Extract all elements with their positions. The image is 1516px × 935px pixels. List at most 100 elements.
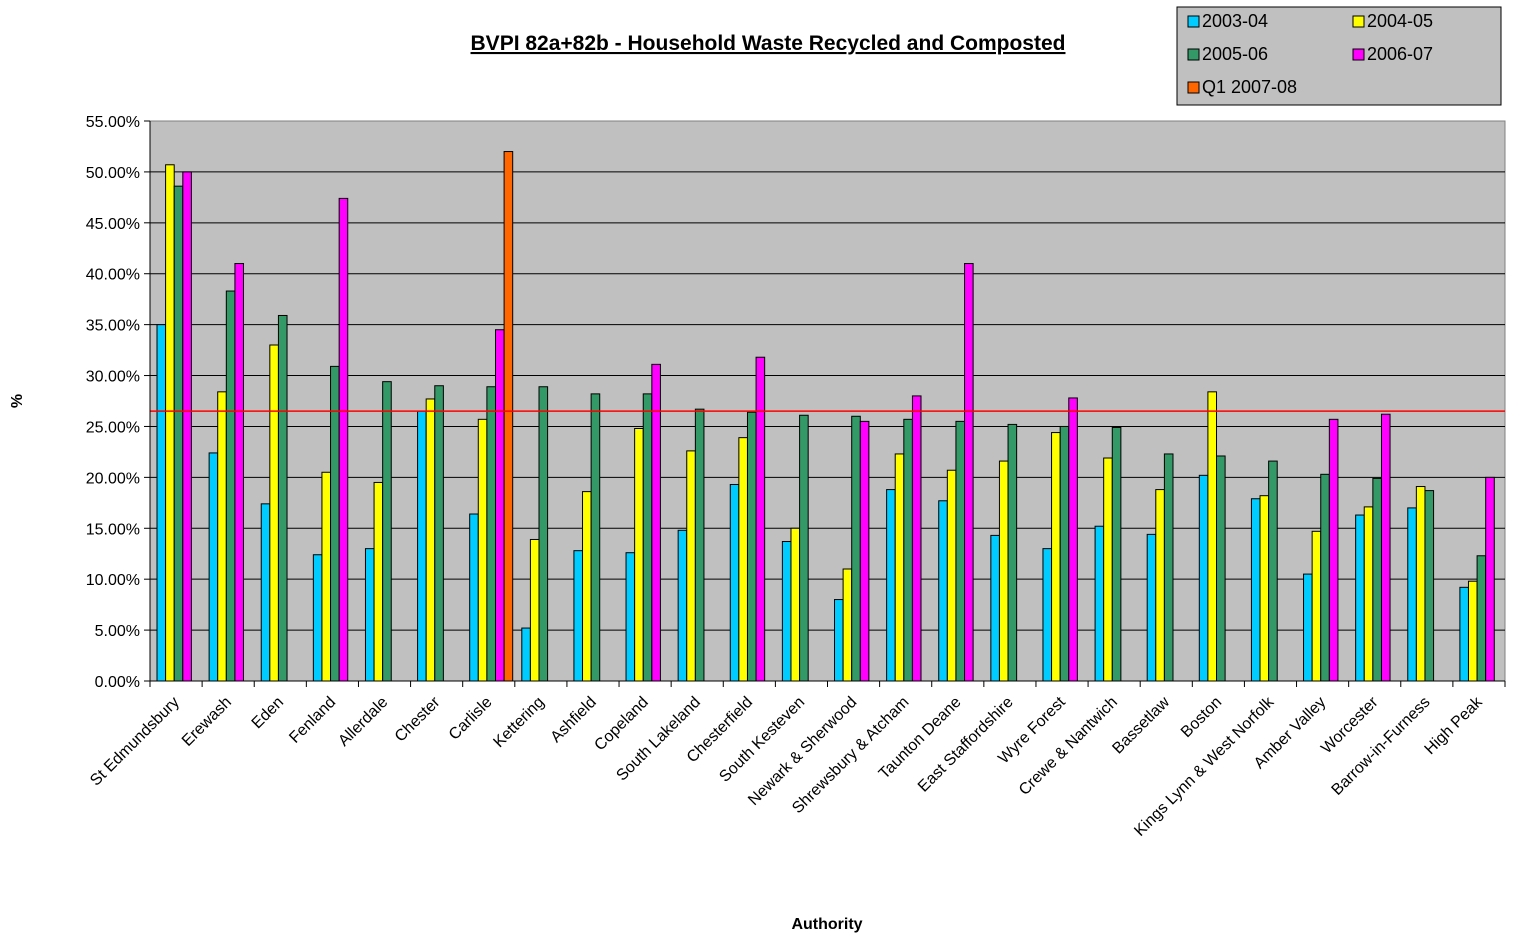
bar	[625, 552, 636, 682]
y-tick-label: 25.00%	[86, 419, 140, 436]
bar	[156, 324, 167, 682]
bar	[260, 503, 271, 682]
bar	[1146, 533, 1157, 682]
x-tick-label: East Staffordshire	[915, 694, 1017, 796]
bar	[642, 393, 653, 682]
x-tick-label: Fenland	[286, 694, 339, 747]
bar	[1059, 425, 1070, 682]
bar	[1163, 453, 1174, 682]
y-axis-title: %	[9, 394, 26, 408]
bar	[1094, 525, 1105, 682]
bar	[1485, 476, 1495, 682]
bar	[1068, 397, 1078, 682]
legend-label: 2004-05	[1367, 11, 1433, 31]
bar	[425, 398, 436, 682]
bar	[173, 185, 184, 682]
bar	[1320, 473, 1330, 682]
bar	[1407, 507, 1417, 682]
y-tick-label: 30.00%	[86, 369, 140, 386]
x-tick-label: Crewe & Nantwich	[1016, 694, 1121, 799]
bar	[790, 527, 801, 682]
bar	[781, 541, 792, 682]
bar	[165, 164, 175, 682]
bar	[1355, 514, 1365, 682]
bar	[382, 381, 392, 682]
x-tick-label: Chester	[392, 693, 444, 745]
bar	[1415, 486, 1426, 682]
bar	[903, 418, 913, 682]
y-tick-label: 40.00%	[86, 267, 140, 284]
bar	[312, 554, 323, 682]
bar	[208, 452, 219, 682]
bar	[1328, 418, 1339, 682]
bar	[729, 483, 740, 682]
bar	[1103, 457, 1113, 682]
bar	[1042, 548, 1053, 682]
bar	[799, 414, 809, 682]
bar	[1459, 586, 1469, 682]
bar	[529, 538, 540, 682]
y-tick-label: 55.00%	[86, 114, 140, 131]
bar	[330, 365, 340, 682]
bar	[694, 408, 705, 682]
legend-label: 2003-04	[1202, 11, 1268, 31]
bar	[364, 548, 375, 682]
x-tick-label: High Peak	[1422, 693, 1487, 758]
y-tick-label: 0.00%	[95, 674, 140, 691]
bar	[1424, 490, 1435, 682]
legend-label: Q1 2007-08	[1202, 77, 1297, 97]
bar	[1111, 426, 1122, 682]
y-tick-label: 45.00%	[86, 216, 140, 233]
bar	[538, 386, 549, 682]
bar	[1268, 460, 1278, 682]
legend-label: 2005-06	[1202, 44, 1268, 64]
x-tick-label: Bassetlaw	[1109, 693, 1173, 757]
bar	[859, 420, 870, 682]
x-tick-label: Carlisle	[446, 694, 496, 744]
bar	[590, 393, 601, 682]
bar	[582, 491, 592, 682]
bar	[1372, 477, 1382, 682]
bar	[1467, 580, 1478, 682]
bar	[842, 568, 853, 682]
bar	[946, 469, 957, 682]
bar	[834, 599, 844, 682]
x-tick-label: Eden	[249, 694, 287, 732]
y-tick-label: 35.00%	[86, 318, 140, 335]
bar	[338, 197, 349, 682]
bar	[469, 513, 479, 682]
bar	[738, 437, 748, 682]
bar	[894, 453, 905, 682]
bar	[911, 395, 922, 682]
bar	[1476, 555, 1487, 682]
bar	[486, 386, 496, 682]
y-axis-ticks: 0.00% 5.00% 10.00% 15.00% 20.00% 25.00% 30.00%…	[86, 114, 150, 691]
legend: 2003-04 2004-05 2005-06 2006-07 Q1 2007-08	[1176, 6, 1502, 106]
bar	[217, 391, 227, 682]
bar	[964, 263, 974, 682]
bar	[1380, 413, 1391, 682]
bar	[1051, 432, 1061, 682]
bar	[434, 385, 444, 682]
x-axis-title: Authority	[791, 916, 862, 933]
bar	[521, 627, 531, 682]
y-tick-label: 15.00%	[86, 521, 140, 538]
bar	[1259, 495, 1270, 682]
x-tick-label: Boston	[1178, 694, 1225, 741]
legend-swatch	[1187, 15, 1200, 28]
plot-area	[149, 120, 1506, 682]
bar	[321, 471, 332, 682]
bar	[955, 420, 966, 682]
bar	[503, 151, 514, 682]
bar	[886, 489, 896, 682]
x-tick-label: Allerdale	[335, 694, 391, 750]
x-tick-label: Kettering	[490, 694, 547, 751]
legend-swatch	[1352, 15, 1365, 28]
x-tick-label: Ashfield	[548, 694, 600, 746]
bar	[373, 481, 384, 682]
bar	[1250, 498, 1261, 682]
bar	[998, 460, 1009, 682]
bar	[746, 411, 757, 682]
bar	[1198, 474, 1209, 682]
